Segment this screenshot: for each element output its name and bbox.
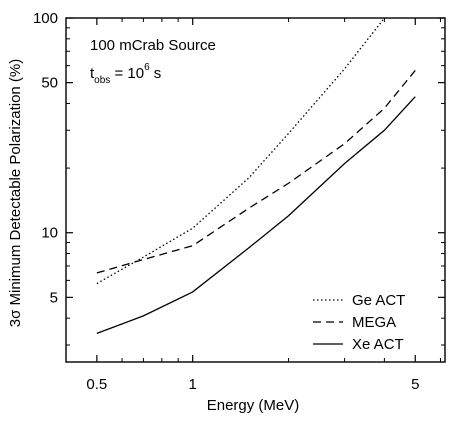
legend-label-ge-act: Ge ACT	[352, 292, 405, 309]
y-tick-label: 5	[50, 289, 58, 306]
annotation-observation-line: tobs = 106 s	[90, 62, 161, 86]
source-annotation: 100 mCrab Source tobs = 106 s	[90, 37, 216, 86]
annotation-equals: = 10	[110, 65, 144, 82]
x-tick-label: 5	[411, 376, 419, 393]
annotation-exponent: 6	[144, 62, 150, 73]
plot-frame	[65, 17, 446, 363]
annotation-obs-subscript: obs	[94, 75, 110, 86]
series-mega-line	[96, 70, 416, 274]
annotation-source-line: 100 mCrab Source	[90, 37, 216, 54]
y-tick-label: 100	[33, 10, 58, 27]
annotation-unit: s	[150, 65, 162, 82]
tick-marks: 0.5 1 5 5 10 50 100	[33, 10, 445, 393]
series-xe-act-line	[96, 96, 416, 334]
x-tick-label: 0.5	[86, 376, 107, 393]
legend-label-mega: MEGA	[352, 314, 396, 331]
annotation-t: t	[90, 65, 95, 82]
legend: Ge ACT MEGA Xe ACT	[313, 292, 405, 353]
legend-label-xe-act: Xe ACT	[352, 336, 404, 353]
x-tick-label: 1	[189, 376, 197, 393]
series-lines	[96, 17, 416, 334]
series-ge-act-line	[96, 17, 385, 285]
y-tick-label: 10	[41, 225, 58, 242]
x-axis-title: Energy (MeV)	[207, 397, 300, 414]
y-tick-label: 50	[41, 75, 58, 92]
y-axis-title: 3σ Minimum Detectable Polarization (%)	[7, 59, 24, 328]
